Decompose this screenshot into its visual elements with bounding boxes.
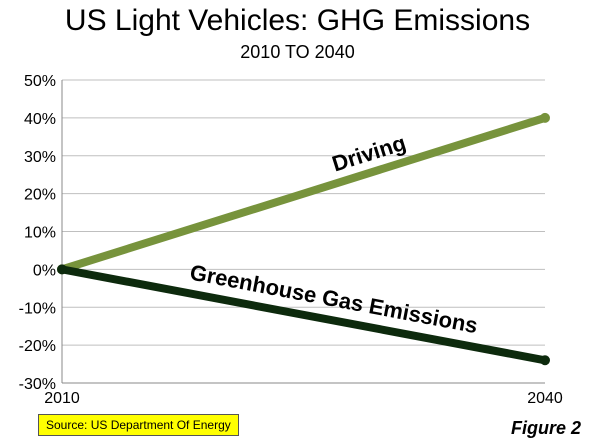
y-tick-label: 30% (24, 149, 56, 166)
series-point-1 (57, 264, 67, 275)
y-tick-label: 20% (24, 187, 56, 204)
y-tick-label: -10% (19, 300, 56, 317)
series-point-1 (540, 355, 550, 366)
y-tick-label: 10% (24, 225, 56, 242)
figure-label: Figure 2 (510, 418, 581, 438)
chart-subtitle: 2010 TO 2040 (240, 42, 355, 62)
y-tick-label: -30% (19, 376, 56, 393)
x-tick-label: 2040 (527, 390, 563, 407)
source-note: Source: US Department Of Energy (38, 414, 239, 436)
y-tick-label: -20% (19, 338, 56, 355)
series-line-1 (58, 265, 549, 365)
y-tick-label: 40% (24, 111, 56, 128)
y-tick-label: 0% (33, 262, 56, 279)
x-tick-label: 2010 (44, 390, 80, 407)
y-tick-label: 50% (24, 73, 56, 90)
series-line-0 (58, 113, 549, 274)
chart-title: US Light Vehicles: GHG Emissions (64, 4, 531, 37)
series-point-0 (540, 112, 550, 123)
